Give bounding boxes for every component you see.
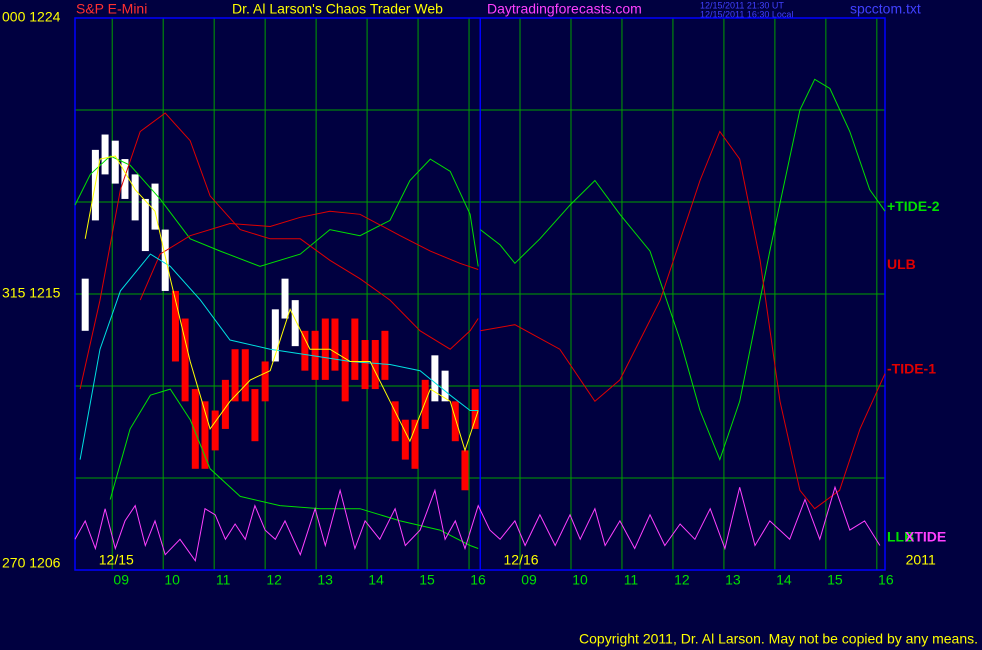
price-bar bbox=[461, 450, 469, 491]
price-bar bbox=[181, 318, 189, 402]
series-line bbox=[79, 253, 479, 460]
price-bar bbox=[441, 370, 449, 402]
series-line bbox=[79, 112, 886, 510]
price-bar bbox=[191, 389, 199, 469]
price-bar bbox=[141, 198, 149, 252]
x-tick-label: 15 bbox=[419, 572, 435, 588]
y-tick-label: 270 1206 bbox=[2, 555, 61, 571]
series-line bbox=[74, 78, 886, 462]
price-bar bbox=[421, 379, 429, 429]
chart-title: Dr. Al Larson's Chaos Trader Web bbox=[232, 1, 443, 17]
series-label: -TIDE-1 bbox=[887, 360, 936, 376]
x-tick-label: 11 bbox=[624, 572, 639, 588]
x-tick-label: 09 bbox=[113, 572, 129, 588]
price-bar bbox=[391, 401, 399, 442]
series-line bbox=[109, 388, 479, 549]
x-tick-label: 13 bbox=[317, 572, 333, 588]
timestamp: 12/15/2011 21:30 UT bbox=[700, 0, 784, 10]
x-tick-label: 16 bbox=[470, 572, 486, 588]
price-bar bbox=[151, 183, 159, 230]
price-bar bbox=[281, 278, 289, 319]
price-bar bbox=[161, 229, 169, 291]
price-bar bbox=[401, 419, 409, 460]
price-bar bbox=[341, 340, 349, 402]
series-line bbox=[84, 155, 479, 453]
price-bar bbox=[231, 349, 239, 402]
price-bar bbox=[411, 419, 419, 469]
y-tick-label: 000 1224 bbox=[2, 9, 61, 25]
price-bar bbox=[261, 361, 269, 402]
x-tick-label: 11 bbox=[216, 572, 231, 588]
price-bar bbox=[201, 401, 209, 469]
date-label: 2011 bbox=[906, 552, 936, 568]
price-bar bbox=[431, 355, 439, 402]
price-bar bbox=[121, 159, 129, 199]
x-tick-label: 14 bbox=[368, 572, 384, 588]
price-bar bbox=[361, 340, 369, 390]
series-label: ULB bbox=[887, 256, 916, 272]
price-bar bbox=[301, 330, 309, 371]
price-bar bbox=[311, 330, 319, 380]
x-tick-label: 10 bbox=[164, 572, 180, 588]
x-tick-label: 10 bbox=[572, 572, 588, 588]
x-tick-label: 13 bbox=[725, 572, 741, 588]
site: Daytradingforecasts.com bbox=[487, 1, 642, 17]
price-bar bbox=[251, 389, 259, 442]
price-bar bbox=[101, 134, 109, 175]
instrument: S&P E-Mini bbox=[76, 1, 147, 17]
price-bar bbox=[271, 309, 279, 362]
price-bar bbox=[221, 379, 229, 429]
price-bar bbox=[81, 278, 89, 331]
series-line bbox=[139, 210, 479, 301]
x-tick-label: 12 bbox=[674, 572, 690, 588]
date-label: 12/16 bbox=[504, 552, 539, 568]
timestamp: 12/15/2011 16:30 Local bbox=[700, 9, 793, 19]
price-bar bbox=[111, 140, 119, 184]
copyright: Copyright 2011, Dr. Al Larson. May not b… bbox=[579, 631, 978, 647]
price-bar bbox=[211, 410, 219, 451]
x-tick-label: 14 bbox=[776, 572, 792, 588]
file-name: spcctom.txt bbox=[850, 1, 921, 17]
price-bar bbox=[471, 389, 479, 429]
price-bar bbox=[291, 300, 299, 347]
series-line bbox=[74, 485, 881, 563]
price-bar bbox=[331, 318, 339, 371]
series-label: +TIDE-2 bbox=[887, 198, 940, 214]
date-label: 12/15 bbox=[99, 552, 134, 568]
x-tick-label: 15 bbox=[827, 572, 843, 588]
series-label: LLB bbox=[887, 529, 914, 545]
price-bar bbox=[241, 349, 249, 402]
price-bar bbox=[131, 174, 139, 221]
price-bar bbox=[171, 290, 179, 362]
price-bar bbox=[371, 340, 379, 390]
price-bar bbox=[351, 318, 359, 380]
price-bar bbox=[451, 401, 459, 442]
x-tick-label: 09 bbox=[521, 572, 537, 588]
x-tick-label: 12 bbox=[266, 572, 282, 588]
series-label: XTIDE bbox=[905, 529, 946, 545]
y-tick-label: 315 1215 bbox=[2, 285, 61, 301]
x-tick-label: 16 bbox=[878, 572, 894, 588]
price-bar bbox=[381, 330, 389, 380]
